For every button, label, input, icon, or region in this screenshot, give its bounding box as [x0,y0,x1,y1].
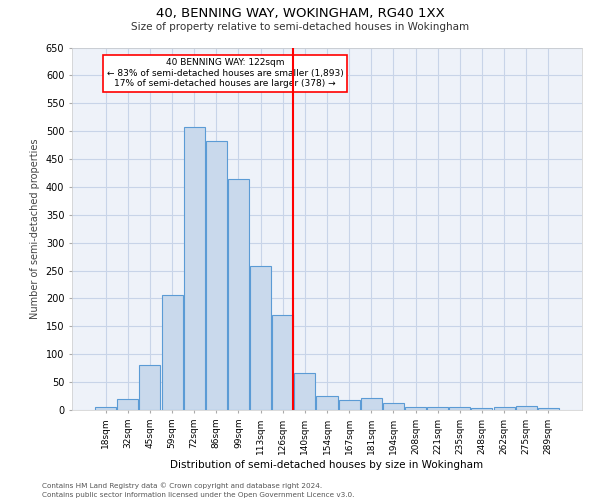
Bar [228,178,249,410]
Bar [338,400,359,410]
Bar [139,366,160,410]
X-axis label: Distribution of semi-detached houses by size in Wokingham: Distribution of semi-detached houses by … [170,460,484,469]
Bar [383,403,404,410]
Bar [405,407,426,410]
Bar [538,408,559,410]
Bar [95,406,116,410]
Bar [206,141,227,410]
Bar [494,407,515,410]
Text: Contains HM Land Registry data © Crown copyright and database right 2024.: Contains HM Land Registry data © Crown c… [42,482,322,489]
Bar [184,127,205,410]
Bar [272,315,293,410]
Y-axis label: Number of semi-detached properties: Number of semi-detached properties [30,138,40,319]
Bar [250,266,271,410]
Bar [295,372,316,410]
Bar [427,407,448,410]
Bar [515,406,536,410]
Bar [449,407,470,410]
Bar [316,396,338,410]
Text: 40 BENNING WAY: 122sqm
← 83% of semi-detached houses are smaller (1,893)
17% of : 40 BENNING WAY: 122sqm ← 83% of semi-det… [107,58,343,88]
Text: Size of property relative to semi-detached houses in Wokingham: Size of property relative to semi-detach… [131,22,469,32]
Text: Contains public sector information licensed under the Open Government Licence v3: Contains public sector information licen… [42,492,355,498]
Bar [361,398,382,410]
Bar [161,294,182,410]
Text: 40, BENNING WAY, WOKINGHAM, RG40 1XX: 40, BENNING WAY, WOKINGHAM, RG40 1XX [155,8,445,20]
Bar [472,408,493,410]
Bar [118,399,139,410]
